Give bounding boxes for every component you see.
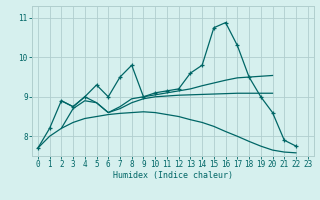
X-axis label: Humidex (Indice chaleur): Humidex (Indice chaleur)	[113, 171, 233, 180]
